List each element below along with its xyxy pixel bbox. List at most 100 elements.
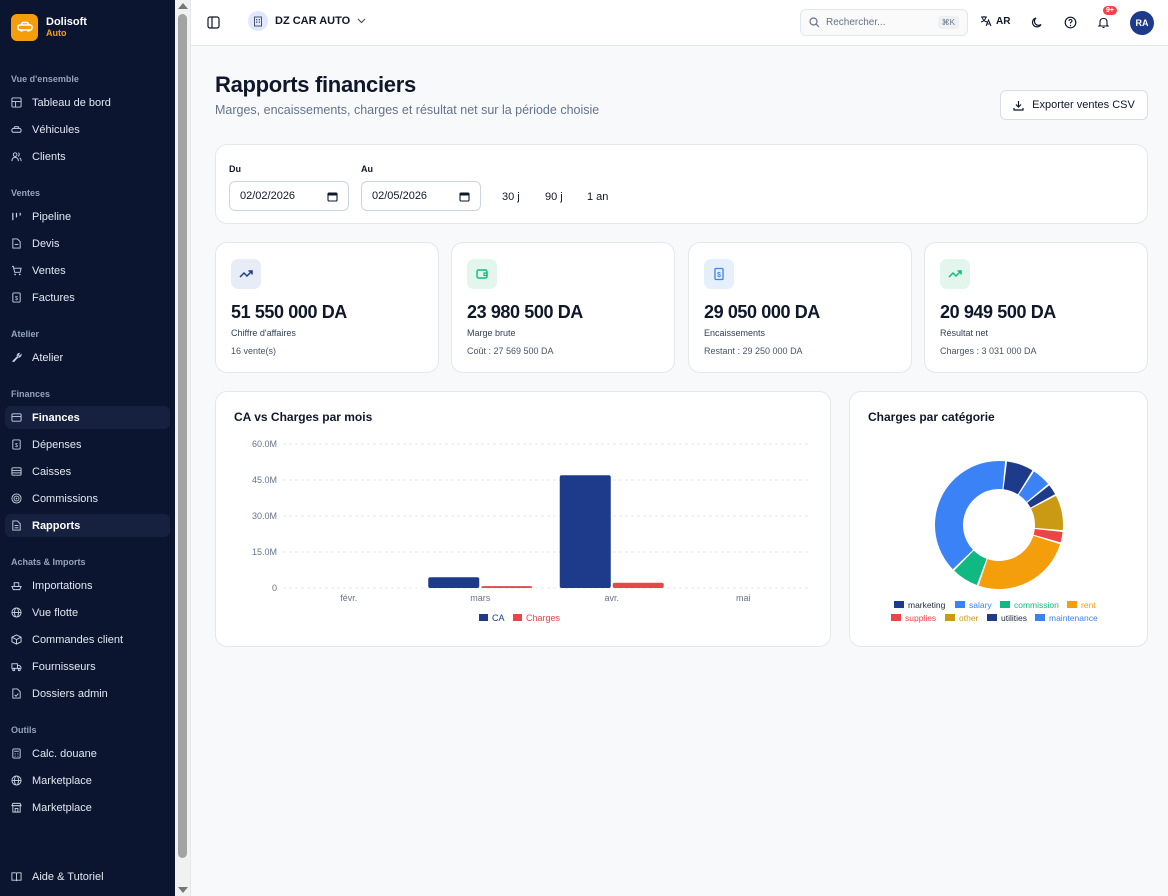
globe-icon: [11, 607, 22, 618]
dashboard-icon: [11, 97, 22, 108]
legend-label: utilities: [1001, 613, 1027, 623]
legend-label: maintenance: [1049, 613, 1098, 623]
stat-label: Marge brute: [467, 328, 516, 338]
moon-icon[interactable]: [1031, 16, 1044, 29]
stat-value: 29 050 000 DA: [704, 302, 820, 322]
stat-label: Résultat net: [940, 328, 989, 338]
legend-swatch: [513, 614, 522, 621]
search-placeholder: Rechercher...: [826, 17, 886, 28]
sidebar-item-marketplace[interactable]: Marketplace: [5, 769, 170, 792]
avatar[interactable]: RA: [1130, 11, 1154, 35]
company-switcher[interactable]: DZ CAR AUTO: [248, 11, 366, 31]
sidebar-item-devis[interactable]: Devis: [5, 232, 170, 255]
bar-charges-mars: [481, 586, 533, 588]
sidebar-item-atelier[interactable]: Atelier: [5, 346, 170, 369]
legend-swatch: [1000, 601, 1010, 608]
sidebar-item-depenses[interactable]: $ Dépenses: [5, 433, 170, 456]
report-icon: [12, 520, 21, 531]
sidebar-item-label: Tableau de bord: [32, 96, 111, 109]
donut-chart-card: Charges par catégorie marketing salary com…: [849, 391, 1148, 647]
legend-swatch: [987, 614, 997, 621]
brand[interactable]: Dolisoft Auto: [0, 0, 175, 54]
sidebar-item-vue-flotte[interactable]: Vue flotte: [5, 601, 170, 624]
legend-swatch: [894, 601, 904, 608]
sidebar-section-title: Outils: [11, 725, 37, 735]
sidebar-item-label: Factures: [32, 291, 75, 304]
preset-30-days-button[interactable]: 30 j: [502, 191, 520, 203]
legend-label: CA: [492, 613, 505, 623]
sidebar-item-label: Véhicules: [32, 123, 80, 136]
bell-icon[interactable]: [1097, 16, 1110, 29]
ship-icon: [11, 582, 22, 591]
sidebar-item-label: Calc. douane: [32, 747, 97, 760]
sidebar-item-vehicules[interactable]: Véhicules: [5, 118, 170, 141]
sidebar-item-commandes-client[interactable]: Commandes client: [5, 628, 170, 651]
sidebar-item-factures[interactable]: $ Factures: [5, 286, 170, 309]
sidebar-item-label: Marketplace: [32, 801, 92, 814]
x-tick-label: févr.: [340, 593, 357, 603]
sidebar-item-commissions[interactable]: Commissions: [5, 487, 170, 510]
scrollbar-thumb[interactable]: [178, 14, 187, 858]
stat-card-revenue: 51 550 000 DA Chiffre d'affaires 16 vent…: [215, 242, 439, 373]
sidebar-item-rapports[interactable]: Rapports: [5, 514, 170, 537]
sidebar-item-fournisseurs[interactable]: Fournisseurs: [5, 655, 170, 678]
stat-label: Encaissements: [704, 328, 766, 338]
legend-label: other: [959, 613, 979, 623]
preset-90-days-button[interactable]: 90 j: [545, 191, 563, 203]
page-title: Rapports financiers: [215, 72, 416, 97]
scroll-down-icon[interactable]: [178, 887, 188, 893]
x-tick-label: mars: [470, 593, 490, 603]
sidebar-item-label: Importations: [32, 579, 93, 592]
sidebar-scrollbar[interactable]: [175, 0, 191, 896]
sidebar-item-dossiers-admin[interactable]: Dossiers admin: [5, 682, 170, 705]
export-label: Exporter ventes CSV: [1032, 99, 1135, 111]
cart-icon: [11, 265, 22, 276]
sidebar-section-title: Atelier: [11, 329, 40, 339]
to-label: Au: [361, 164, 373, 174]
sidebar-item-ventes[interactable]: Ventes: [5, 259, 170, 282]
sidebar-item-finances[interactable]: Finances: [5, 406, 170, 429]
download-icon: [1013, 100, 1024, 111]
from-date-input[interactable]: 02/02/2026: [229, 181, 349, 211]
search-input[interactable]: Rechercher... ⌘K: [800, 9, 968, 36]
slice-other: [1031, 495, 1063, 531]
sidebar-item-calc-douane[interactable]: Calc. douane: [5, 742, 170, 765]
stat-value: 51 550 000 DA: [231, 302, 347, 322]
help-icon[interactable]: [1064, 16, 1077, 29]
legend-swatch: [891, 614, 901, 621]
wrench-icon: [12, 352, 22, 363]
sidebar-toggle-icon[interactable]: [207, 16, 220, 29]
trending-up-icon: [231, 259, 261, 289]
y-tick-label: 0: [272, 583, 277, 593]
sidebar-item-pipeline[interactable]: Pipeline: [5, 205, 170, 228]
brand-name: Dolisoft: [46, 15, 87, 28]
to-date-input[interactable]: 02/05/2026: [361, 181, 481, 211]
bar-ca-avr: [559, 475, 611, 588]
legend-swatch: [945, 614, 955, 621]
sidebar-item-caisses[interactable]: Caisses: [5, 460, 170, 483]
slice-salary: [935, 461, 1006, 570]
invoice-icon: $: [12, 292, 21, 303]
sidebar-item-label: Dossiers admin: [32, 687, 108, 700]
export-csv-button[interactable]: Exporter ventes CSV: [1000, 90, 1148, 120]
car-icon: [11, 126, 22, 133]
sidebar-item-label: Finances: [32, 411, 80, 424]
receipt-icon: $: [12, 439, 21, 450]
sidebar-section-title: Finances: [11, 389, 51, 399]
language-toggle[interactable]: AR: [980, 15, 1010, 27]
sidebar-item-clients[interactable]: Clients: [5, 145, 170, 168]
sidebar-item-label: Aide & Tutoriel: [32, 870, 104, 883]
sidebar-item-tableau-de-bord[interactable]: Tableau de bord: [5, 91, 170, 114]
svg-text:$: $: [15, 296, 18, 302]
stat-value: 23 980 500 DA: [467, 302, 583, 322]
stat-sub: Charges : 3 031 000 DA: [940, 346, 1037, 356]
sidebar-item-marketplace[interactable]: Marketplace: [5, 796, 170, 819]
preset-1-year-button[interactable]: 1 an: [587, 191, 609, 203]
scroll-up-icon[interactable]: [178, 3, 188, 9]
sidebar-item-aide-tutoriel[interactable]: Aide & Tutoriel: [5, 865, 170, 888]
bar-charges-avr: [612, 582, 664, 588]
slice-rent: [978, 535, 1061, 589]
receipt-icon: $: [704, 259, 734, 289]
legend-label: marketing: [908, 600, 946, 610]
sidebar-item-importations[interactable]: Importations: [5, 574, 170, 597]
